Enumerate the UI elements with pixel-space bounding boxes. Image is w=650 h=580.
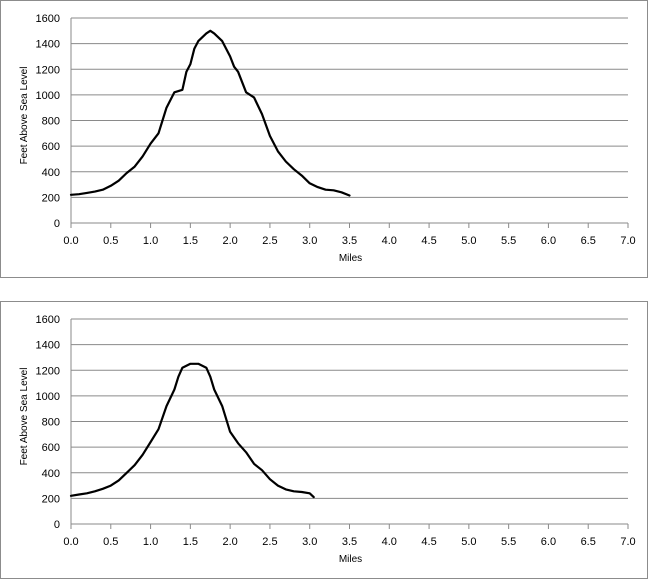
x-tick-label: 6.0 <box>541 235 556 247</box>
x-tick-label: 6.5 <box>581 536 596 548</box>
y-tick-label: 1600 <box>36 13 60 25</box>
x-tick-label: 7.0 <box>620 235 635 247</box>
y-tick-label: 1000 <box>36 391 60 403</box>
x-tick-label: 4.0 <box>382 235 397 247</box>
x-tick-label: 7.0 <box>620 536 635 548</box>
x-tick-label: 5.0 <box>461 235 476 247</box>
elevation-series-line <box>69 362 315 499</box>
chart-svg: 0 200 400 600 800 1000 1200 1400 1600 0.0 0.5 1.0 1.… <box>19 314 636 565</box>
x-tick-label: 2.0 <box>222 536 237 548</box>
x-tick-label: 5.5 <box>501 235 516 247</box>
x-tick-label: 1.0 <box>143 235 158 247</box>
x-tick-label: 4.5 <box>421 235 436 247</box>
x-tick-label: 0.0 <box>63 536 78 548</box>
y-tick-label: 1400 <box>36 39 60 51</box>
x-tick-label: 2.0 <box>222 235 237 247</box>
x-tick-label: 4.0 <box>382 536 397 548</box>
y-axis-title: Feet Above Sea Level <box>19 368 30 466</box>
x-tick-label: 6.0 <box>541 536 556 548</box>
y-tick-label: 1600 <box>36 314 60 326</box>
y-tick-label: 200 <box>42 192 60 204</box>
y-axis-title: Feet Above Sea Level <box>19 67 30 165</box>
x-axis-title: Miles <box>339 253 362 264</box>
x-tick-label: 2.5 <box>262 536 277 548</box>
x-tick-label: 2.5 <box>262 235 277 247</box>
x-tick-label: 1.5 <box>183 536 198 548</box>
x-tick-label: 5.5 <box>501 536 516 548</box>
y-tick-label: 600 <box>42 442 60 454</box>
x-tick-label: 5.0 <box>461 536 476 548</box>
y-tick-label: 1000 <box>36 90 60 102</box>
x-tick-label: 1.5 <box>183 235 198 247</box>
x-tick-label: 0.5 <box>103 536 118 548</box>
x-tick-label: 0.5 <box>103 235 118 247</box>
x-tick-label: 3.5 <box>342 536 357 548</box>
x-axis-title: Miles <box>339 554 362 565</box>
chart-svg: 0 200 400 600 800 1000 1200 1400 1600 0.0 0.5 1.0 1.… <box>19 13 636 264</box>
x-tick-label: 4.5 <box>421 536 436 548</box>
elevation-chart-bottom: 0 200 400 600 800 1000 1200 1400 1600 0.0 0.5 1.0 1.… <box>0 301 648 579</box>
y-tick-label: 1200 <box>36 365 60 377</box>
y-tick-label: 0 <box>54 519 60 531</box>
y-tick-label: 400 <box>42 468 60 480</box>
y-tick-label: 0 <box>54 218 60 230</box>
x-tick-label: 0.0 <box>63 235 78 247</box>
y-tick-label: 400 <box>42 167 60 179</box>
x-tick-label: 3.5 <box>342 235 357 247</box>
elevation-chart-top: 0 200 400 600 800 1000 1200 1400 1600 0.0 0.5 1.0 1.… <box>0 0 648 278</box>
y-tick-label: 1400 <box>36 340 60 352</box>
y-tick-label: 600 <box>42 141 60 153</box>
y-tick-label: 800 <box>42 417 60 429</box>
elevation-series-line <box>69 29 351 197</box>
x-tick-label: 3.0 <box>302 536 317 548</box>
y-tick-label: 1200 <box>36 64 60 76</box>
x-tick-label: 3.0 <box>302 235 317 247</box>
y-tick-label: 200 <box>42 493 60 505</box>
y-tick-label: 800 <box>42 116 60 128</box>
x-tick-label: 6.5 <box>581 235 596 247</box>
x-tick-label: 1.0 <box>143 536 158 548</box>
